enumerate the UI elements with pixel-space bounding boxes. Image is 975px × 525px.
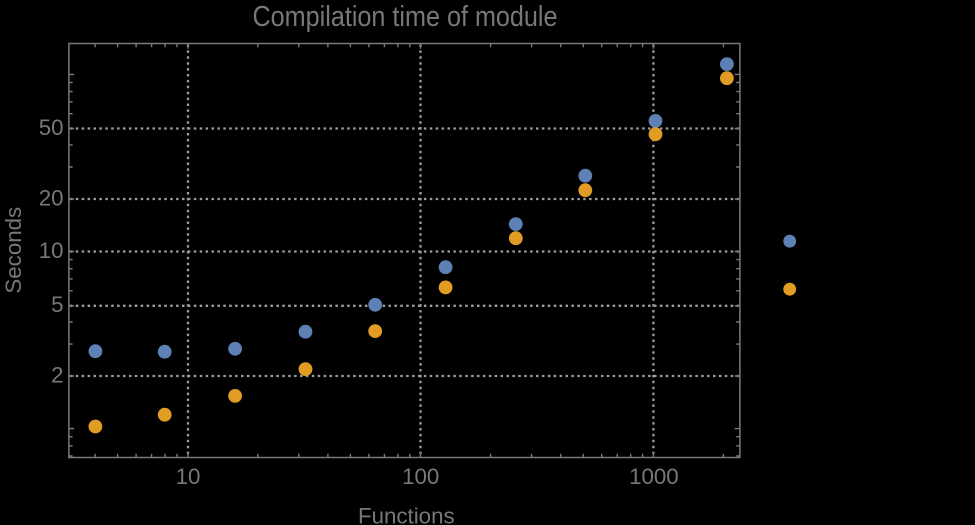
svg-text:5: 5 [51, 292, 63, 317]
svg-text:20: 20 [39, 185, 64, 210]
svg-text:Functions: Functions [358, 504, 455, 525]
svg-text:100: 100 [402, 464, 439, 489]
svg-text:10: 10 [176, 464, 201, 489]
svg-text:Compilation time of module: Compilation time of module [253, 1, 558, 33]
svg-text:1000: 1000 [629, 464, 679, 489]
svg-text:50: 50 [39, 115, 64, 140]
svg-text:10: 10 [39, 238, 64, 263]
svg-text:Seconds: Seconds [1, 207, 26, 294]
svg-text:2: 2 [51, 362, 63, 387]
